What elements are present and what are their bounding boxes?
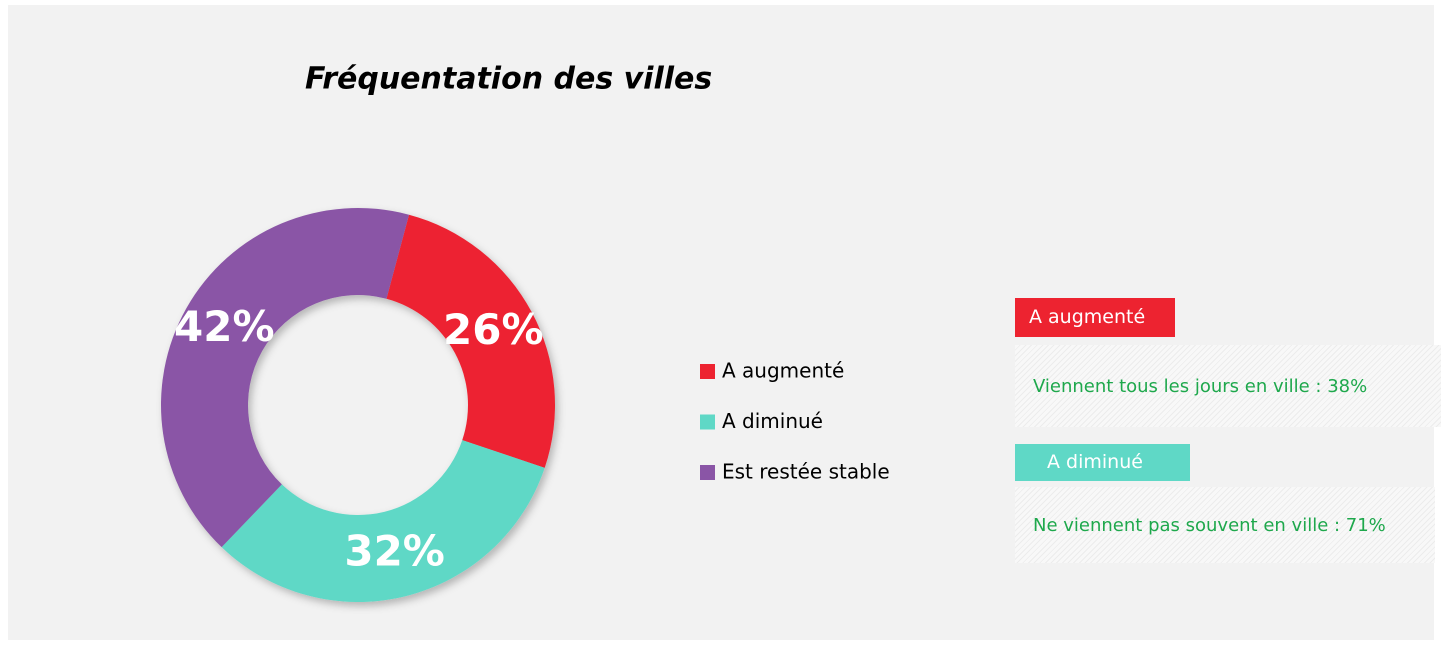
donut-segment xyxy=(221,440,545,602)
panel-title: A diminué xyxy=(1015,444,1190,481)
panel-text: Viennent tous les jours en ville : 38% xyxy=(1015,345,1441,427)
chart-title: Fréquentation des villes xyxy=(305,62,712,97)
panel-text: Ne viennent pas souvent en ville : 71% xyxy=(1015,487,1435,563)
data-label: 32% xyxy=(344,527,445,576)
donut-segment xyxy=(386,214,555,468)
panel-title: A augmenté xyxy=(1015,298,1175,337)
legend-label: A augmenté xyxy=(722,359,844,383)
legend-label: Est restée stable xyxy=(722,460,890,484)
legend-swatch xyxy=(700,364,715,379)
legend-swatch xyxy=(700,465,715,480)
data-label: 26% xyxy=(443,305,544,354)
data-label: 42% xyxy=(174,302,275,351)
donut-segment xyxy=(161,208,409,548)
legend-label: A diminué xyxy=(722,409,823,433)
legend-swatch xyxy=(700,414,715,430)
